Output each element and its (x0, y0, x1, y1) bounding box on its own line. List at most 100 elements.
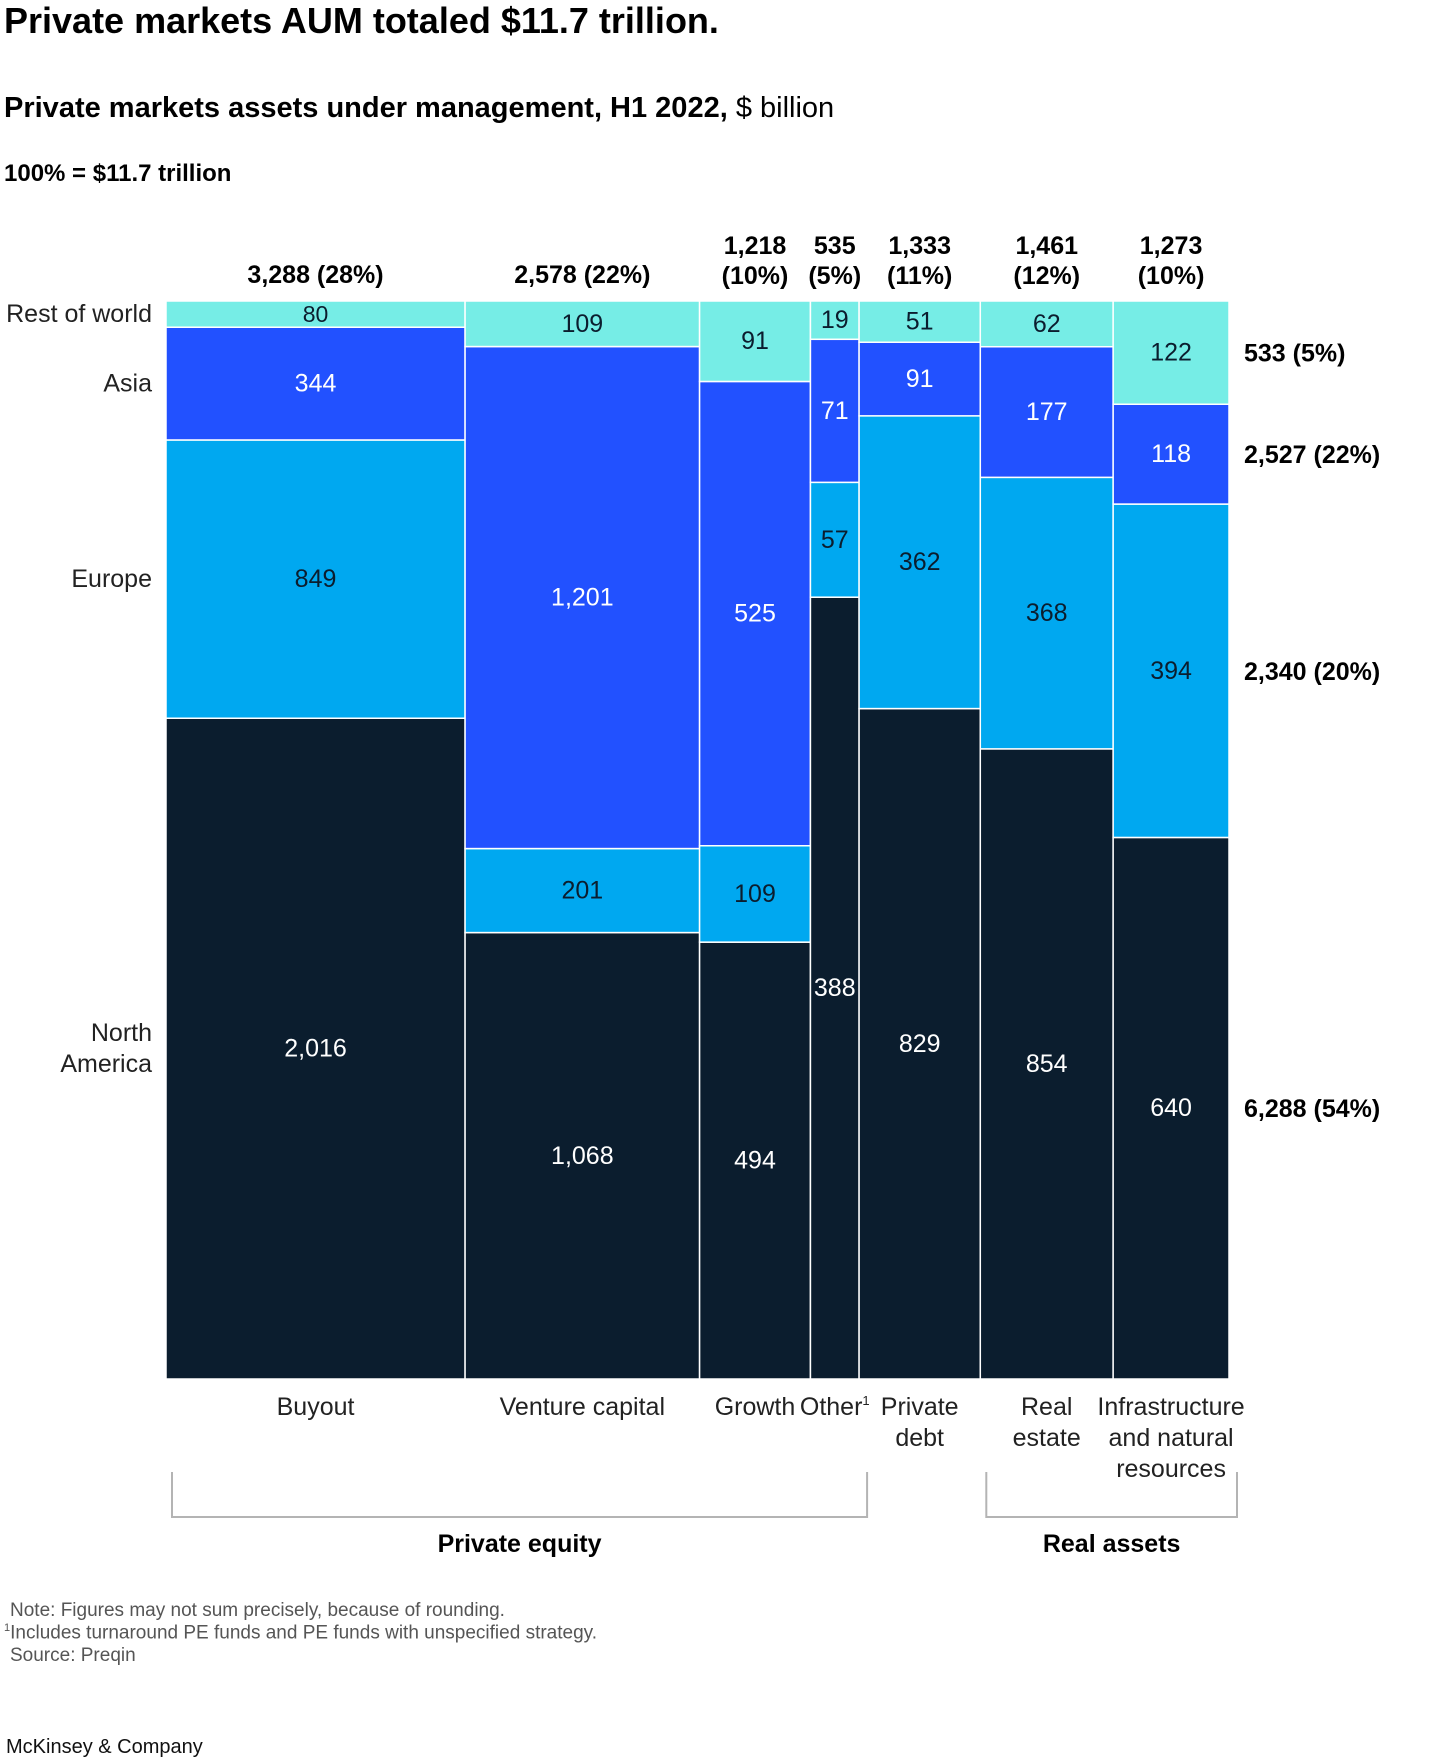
segment-growth-asia (698, 380, 812, 847)
segment-infrastructure-and-natural-resources-rest-of-world (1112, 300, 1230, 405)
subtitle-main: Private markets assets under management,… (4, 92, 728, 124)
segment-infrastructure-and-natural-resources-north-america (1112, 836, 1230, 1380)
base-total-note: 100% = $11.7 trillion (4, 160, 232, 187)
segment-value-label: 80 (303, 301, 329, 327)
segment-value-label: 177 (1026, 398, 1068, 426)
series-total-label: 6,288 (54%) (1244, 1095, 1380, 1123)
brand-logo-text: McKinsey & Company (6, 1736, 203, 1758)
category-label: Infrastructure (1097, 1393, 1244, 1421)
segment-infrastructure-and-natural-resources-europe (1112, 503, 1230, 839)
segment-value-label: 829 (899, 1030, 941, 1058)
column-total-label: 3,288 (28%) (247, 261, 383, 289)
segment-venture-capital-europe (464, 847, 701, 934)
group-bracket (985, 1472, 1238, 1518)
segment-private-debt-europe (858, 415, 982, 710)
footnote-superscript: 1 (862, 1393, 869, 1408)
column-total-label: 2,578 (22%) (514, 261, 650, 289)
segment-value-label: 51 (906, 308, 934, 336)
series-total-label: 2,340 (20%) (1244, 658, 1380, 686)
series-label: North (91, 1019, 152, 1047)
segment-value-label: 109 (561, 310, 603, 338)
category-label: Private (881, 1393, 959, 1421)
segment-value-label: 849 (295, 565, 337, 593)
segment-buyout-europe (165, 439, 466, 719)
segment-real-estate-asia (979, 345, 1114, 479)
category-label: and natural (1109, 1424, 1234, 1452)
segment-growth-rest-of-world (698, 300, 812, 383)
column-total-label: 1,218 (724, 232, 787, 260)
source-note: Source: Preqin (10, 1645, 136, 1666)
segment-value-label: 854 (1026, 1050, 1068, 1078)
segment-other-europe (809, 481, 860, 598)
segment-other-asia (809, 338, 860, 484)
category-label: Buyout (277, 1393, 355, 1421)
segment-value-label: 640 (1150, 1094, 1192, 1122)
segment-private-debt-rest-of-world (858, 300, 982, 343)
category-label: Venture capital (500, 1393, 665, 1421)
footnote-1-text: Includes turnaround PE funds and PE fund… (10, 1622, 598, 1644)
segment-buyout-north-america (165, 717, 466, 1380)
segment-infrastructure-and-natural-resources-asia (1112, 403, 1230, 505)
segment-value-label: 368 (1026, 599, 1068, 627)
segment-value-label: 91 (906, 365, 934, 393)
segment-venture-capital-north-america (464, 931, 701, 1380)
category-label: estate (1013, 1424, 1081, 1452)
segment-value-label: 62 (1033, 310, 1061, 338)
column-total-label: 1,273 (1140, 232, 1203, 260)
column-total-label: (11%) (887, 262, 952, 290)
segment-value-label: 109 (734, 880, 776, 908)
column-total-label: (10%) (722, 262, 789, 290)
group-label: Private equity (438, 1530, 602, 1558)
series-total-label: 2,527 (22%) (1244, 441, 1380, 469)
chart-title: Private markets AUM totaled $11.7 trilli… (4, 0, 719, 41)
segment-value-label: 19 (821, 306, 849, 334)
segment-value-label: 1,068 (551, 1142, 614, 1170)
segment-value-label: 1,201 (551, 584, 614, 612)
segment-real-estate-europe (979, 476, 1114, 750)
segment-venture-capital-asia (464, 345, 701, 850)
segment-value-label: 71 (821, 397, 849, 425)
segment-value-label: 344 (295, 370, 337, 398)
column-total-label: (10%) (1138, 262, 1205, 290)
column-total-label: (12%) (1013, 262, 1080, 290)
group-bracket (171, 1472, 869, 1518)
segment-value-label: 118 (1151, 440, 1191, 468)
column-total-label: 1,461 (1015, 232, 1078, 260)
footnote-1: 1Includes turnaround PE funds and PE fun… (4, 1622, 597, 1644)
series-label: America (60, 1050, 152, 1078)
group-label: Real assets (1043, 1530, 1181, 1558)
segment-value-label: 525 (734, 600, 776, 628)
segment-real-estate-rest-of-world (979, 300, 1114, 348)
segment-growth-europe (698, 844, 812, 943)
segment-other-north-america (809, 596, 860, 1380)
segment-value-label: 362 (899, 548, 941, 576)
category-label: Growth (715, 1393, 796, 1421)
segment-value-label: 388 (814, 974, 856, 1002)
segment-value-label: 494 (734, 1147, 776, 1175)
rounding-note: Note: Figures may not sum precisely, bec… (10, 1600, 505, 1621)
category-label: resources (1116, 1455, 1226, 1483)
segment-other-rest-of-world (809, 300, 860, 341)
segment-value-label: 122 (1150, 339, 1192, 367)
segment-value-label: 57 (821, 526, 849, 554)
segment-value-label: 394 (1150, 657, 1192, 685)
series-label: Europe (71, 565, 152, 593)
segment-real-estate-north-america (979, 748, 1114, 1380)
segment-value-label: 201 (561, 877, 603, 905)
category-label: Other1 (800, 1393, 870, 1421)
column-total-label: (5%) (808, 262, 861, 290)
category-label: debt (895, 1424, 944, 1452)
segment-value-label: 91 (741, 327, 769, 355)
subtitle-unit: $ billion (735, 92, 835, 124)
series-total-label: 533 (5%) (1244, 340, 1345, 368)
footnote-1-mark: 1 (4, 1622, 11, 1634)
segment-buyout-rest-of-world (165, 300, 466, 328)
category-label: Real (1021, 1393, 1072, 1421)
series-label: Rest of world (6, 300, 152, 328)
column-total-label: 535 (814, 232, 856, 260)
segment-private-debt-north-america (858, 707, 982, 1380)
column-total-label: 1,333 (888, 232, 951, 260)
series-label: Asia (103, 370, 152, 398)
segment-value-label: 2,016 (284, 1035, 347, 1063)
